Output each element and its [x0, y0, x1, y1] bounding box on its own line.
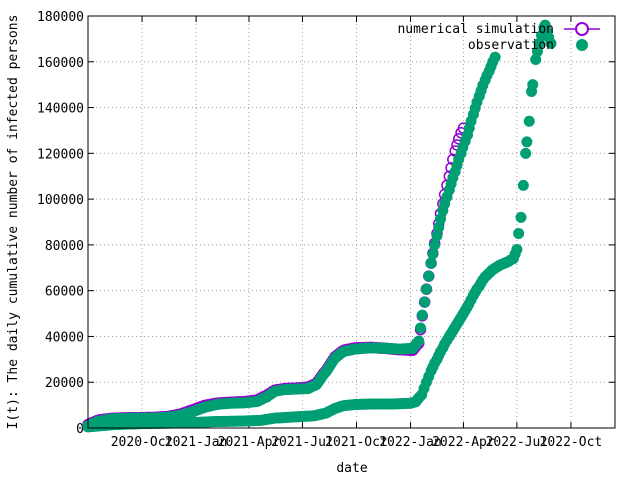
data-point: [545, 37, 557, 49]
axis-ticks: 0 20000 40000 60000 80000 100000 120000 140000 1…: [37, 10, 615, 450]
data-point: [511, 243, 523, 255]
x-tick-label: 2021-Apr: [218, 435, 281, 450]
y-tick-label: 180000: [37, 10, 84, 25]
series: [82, 19, 557, 433]
x-axis-label: date: [336, 461, 367, 476]
y-tick-label: 120000: [37, 147, 84, 162]
data-point: [420, 283, 432, 295]
data-point: [423, 270, 435, 282]
data-point: [413, 335, 425, 347]
x-tick-label: 2022-Jul: [486, 435, 549, 450]
data-point: [435, 213, 447, 225]
x-tick-label: 2020-Oct: [111, 435, 174, 450]
data-point: [489, 51, 501, 63]
y-tick-label: 80000: [45, 239, 84, 254]
legend-marker: [575, 22, 589, 36]
data-point: [520, 147, 532, 159]
grid: [88, 16, 615, 428]
data-point: [527, 79, 539, 91]
data-point: [523, 115, 535, 127]
data-point: [517, 179, 529, 191]
y-tick-label: 160000: [37, 56, 84, 71]
data-point: [515, 211, 527, 223]
x-tick-label: 2021-Oct: [325, 435, 388, 450]
legend-entry-label: observation: [468, 38, 554, 53]
legend-entry-label: numerical simulation: [397, 22, 554, 37]
y-tick-label: 20000: [45, 376, 84, 391]
data-point: [521, 136, 533, 148]
x-tick-label: 2021-Jul: [271, 435, 334, 450]
data-point: [427, 248, 439, 260]
data-point: [431, 230, 443, 242]
y-axis-label: I(t): The daily cumulative number of inf…: [6, 15, 21, 430]
y-tick-label: 100000: [37, 193, 84, 208]
y-tick-label: 40000: [45, 330, 84, 345]
data-point: [513, 227, 525, 239]
plot-frame: [87, 15, 616, 429]
x-tick-label: 2022-Jan: [379, 435, 442, 450]
data-point: [416, 309, 428, 321]
y-tick-label: 140000: [37, 102, 84, 117]
data-point: [419, 296, 431, 308]
y-tick-label: 0: [76, 422, 84, 437]
x-tick-label: 2022-Apr: [432, 435, 495, 450]
x-tick-label: 2021-Jan: [165, 435, 228, 450]
series-layer: [82, 19, 557, 433]
data-point: [415, 322, 427, 334]
y-tick-label: 60000: [45, 285, 84, 300]
data-point: [433, 221, 445, 233]
data-point: [425, 257, 437, 269]
x-tick-label: 2022-Oct: [540, 435, 603, 450]
legend-marker: [576, 39, 588, 51]
data-point: [429, 239, 441, 251]
